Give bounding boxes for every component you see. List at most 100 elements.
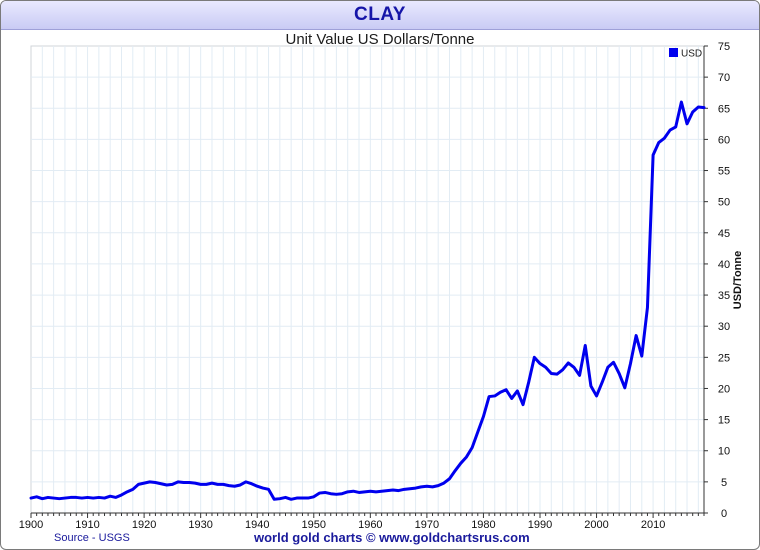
data-point [194,482,197,485]
data-point [103,497,106,500]
data-point [352,490,355,493]
data-point [510,397,513,400]
data-point [686,122,689,125]
y-tick-label: 70 [718,72,730,84]
data-point [493,394,496,397]
x-tick-label: 1900 [19,519,43,531]
y-tick-label: 10 [718,446,730,458]
y-axis-label: USD/Tonne [732,251,744,309]
x-tick-label: 1990 [528,519,552,531]
data-point [538,362,541,365]
legend: USD [669,48,702,60]
data-point [646,306,649,309]
data-point [471,446,474,449]
data-point [657,141,660,144]
data-point [75,496,78,499]
data-point [578,374,581,377]
data-point [363,490,366,493]
data-point [30,497,33,500]
data-point [307,497,310,500]
y-tick-label: 5 [721,477,727,489]
data-point [341,492,344,495]
data-point [86,496,89,499]
data-point [126,490,129,493]
data-point [431,485,434,488]
data-point [544,366,547,369]
x-tick-label: 1920 [132,519,156,531]
data-point [425,485,428,488]
data-point [691,111,694,114]
data-point [442,482,445,485]
data-point [346,490,349,493]
data-point [499,391,502,394]
data-point [640,355,643,358]
data-point [516,389,519,392]
data-point [550,372,553,375]
data-point [267,488,270,491]
data-point [290,498,293,501]
data-point [403,488,406,491]
y-tick-label: 55 [718,166,730,178]
data-point [80,497,83,500]
data-point [674,125,677,128]
data-point [318,492,321,495]
grid-lines [31,46,704,513]
data-point [295,497,298,500]
data-point [567,361,570,364]
data-point [46,496,49,499]
data-point [584,344,587,347]
data-point [533,356,536,359]
data-point [488,395,491,398]
y-tick-label: 35 [718,290,730,302]
x-tick-label: 1910 [75,519,99,531]
data-point [386,489,389,492]
data-point [555,373,558,376]
data-point [612,361,615,364]
data-point [482,415,485,418]
x-tick-label: 1980 [471,519,495,531]
data-point [669,129,672,132]
credit-link[interactable]: world gold charts © www.goldchartsrus.co… [254,530,530,545]
data-point [188,481,191,484]
y-axis: 0 5 10 15 20 25 30 35 40 45 50 55 60 65 70 75 [703,41,730,520]
data-point [154,481,157,484]
data-point [250,482,253,485]
data-point [335,493,338,496]
data-point [329,492,332,495]
x-tick-label: 1940 [245,519,269,531]
y-tick-label: 50 [718,197,730,209]
legend-swatch [669,48,678,57]
data-point [137,483,140,486]
data-point [623,386,626,389]
data-point [680,101,683,104]
data-point [114,496,117,499]
data-point [459,462,462,465]
data-point [465,455,468,458]
data-point [222,483,225,486]
data-point [63,497,66,500]
data-point [589,384,592,387]
plot-area [30,45,705,514]
data-point [52,497,55,500]
title-banner: CLAY [1,1,759,30]
data-point [652,153,655,156]
data-point [635,334,638,337]
data-point [420,485,423,488]
data-point [58,497,61,500]
chart-title: CLAY [354,4,406,25]
data-point [199,483,202,486]
data-point [41,497,44,500]
y-tick-label: 75 [718,41,730,53]
data-point [205,483,208,486]
y-tick-label: 20 [718,383,730,395]
data-point [143,482,146,485]
data-point [629,362,632,365]
data-point [284,496,287,499]
data-point [239,483,242,486]
y-tick-label: 60 [718,134,730,146]
data-point [301,497,304,500]
data-point [397,489,400,492]
data-point [109,495,112,498]
x-axis: 1900 1910 1920 1930 1940 1950 1960 1970 1980 1990… [19,512,705,531]
